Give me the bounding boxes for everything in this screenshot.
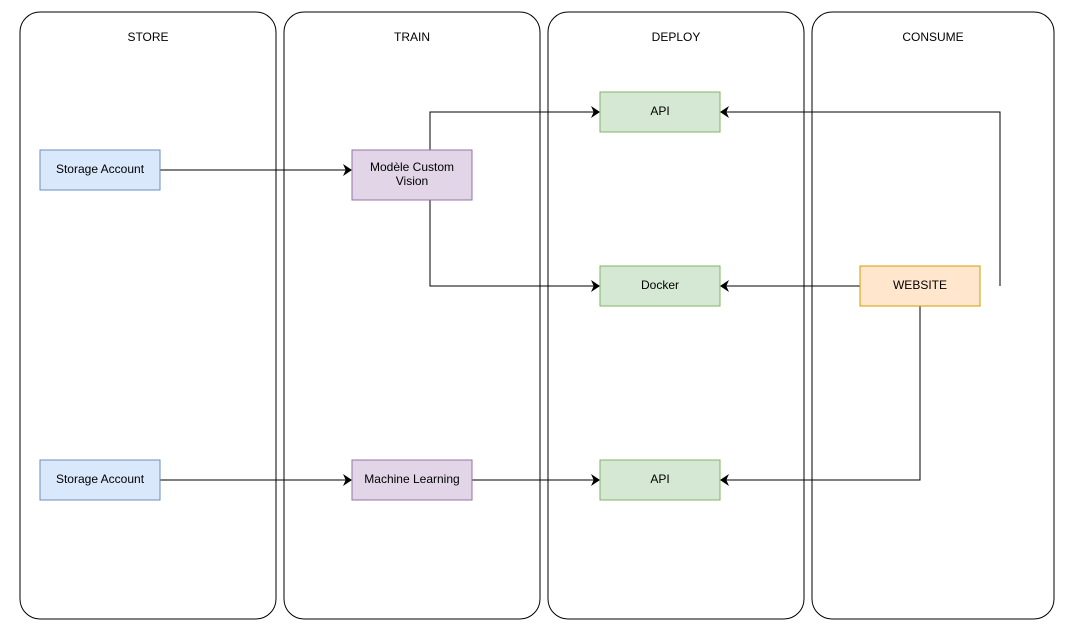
node-storage1: Storage Account — [40, 150, 160, 190]
edge-cvmodel-to-api1 — [430, 112, 600, 150]
architecture-diagram: STORETRAINDEPLOYCONSUMEStorage AccountSt… — [0, 0, 1066, 631]
lane-title-deploy: DEPLOY — [652, 30, 701, 44]
node-label-storage1: Storage Account — [56, 162, 145, 176]
node-docker: Docker — [600, 266, 720, 306]
lane-title-store: STORE — [127, 30, 168, 44]
node-website: WEBSITE — [860, 266, 980, 306]
lane-store: STORE — [20, 12, 276, 619]
edge-cvmodel-to-docker — [430, 200, 600, 286]
node-label-docker: Docker — [641, 278, 679, 292]
node-api1: API — [600, 92, 720, 132]
lane-consume: CONSUME — [812, 12, 1054, 619]
lane-train: TRAIN — [284, 12, 540, 619]
node-label-website: WEBSITE — [893, 278, 947, 292]
nodes-group: Storage Account Storage Account Modèle Cus… — [40, 92, 980, 500]
node-api2: API — [600, 460, 720, 500]
node-label-api1: API — [650, 104, 669, 118]
node-label-storage2: Storage Account — [56, 472, 145, 486]
lanes-group: STORE TRAIN DEPLOY CONSUME — [20, 12, 1054, 619]
node-label-api2: API — [650, 472, 669, 486]
node-ml: Machine Learning — [352, 460, 472, 500]
lane-title-consume: CONSUME — [902, 30, 963, 44]
node-cvmodel: Modèle CustomVision — [352, 150, 472, 200]
node-label-ml: Machine Learning — [364, 472, 459, 486]
edge-website-to-api1 — [720, 112, 1000, 286]
lane-title-train: TRAIN — [394, 30, 430, 44]
node-storage2: Storage Account — [40, 460, 160, 500]
edge-website-to-api2 — [720, 306, 920, 480]
